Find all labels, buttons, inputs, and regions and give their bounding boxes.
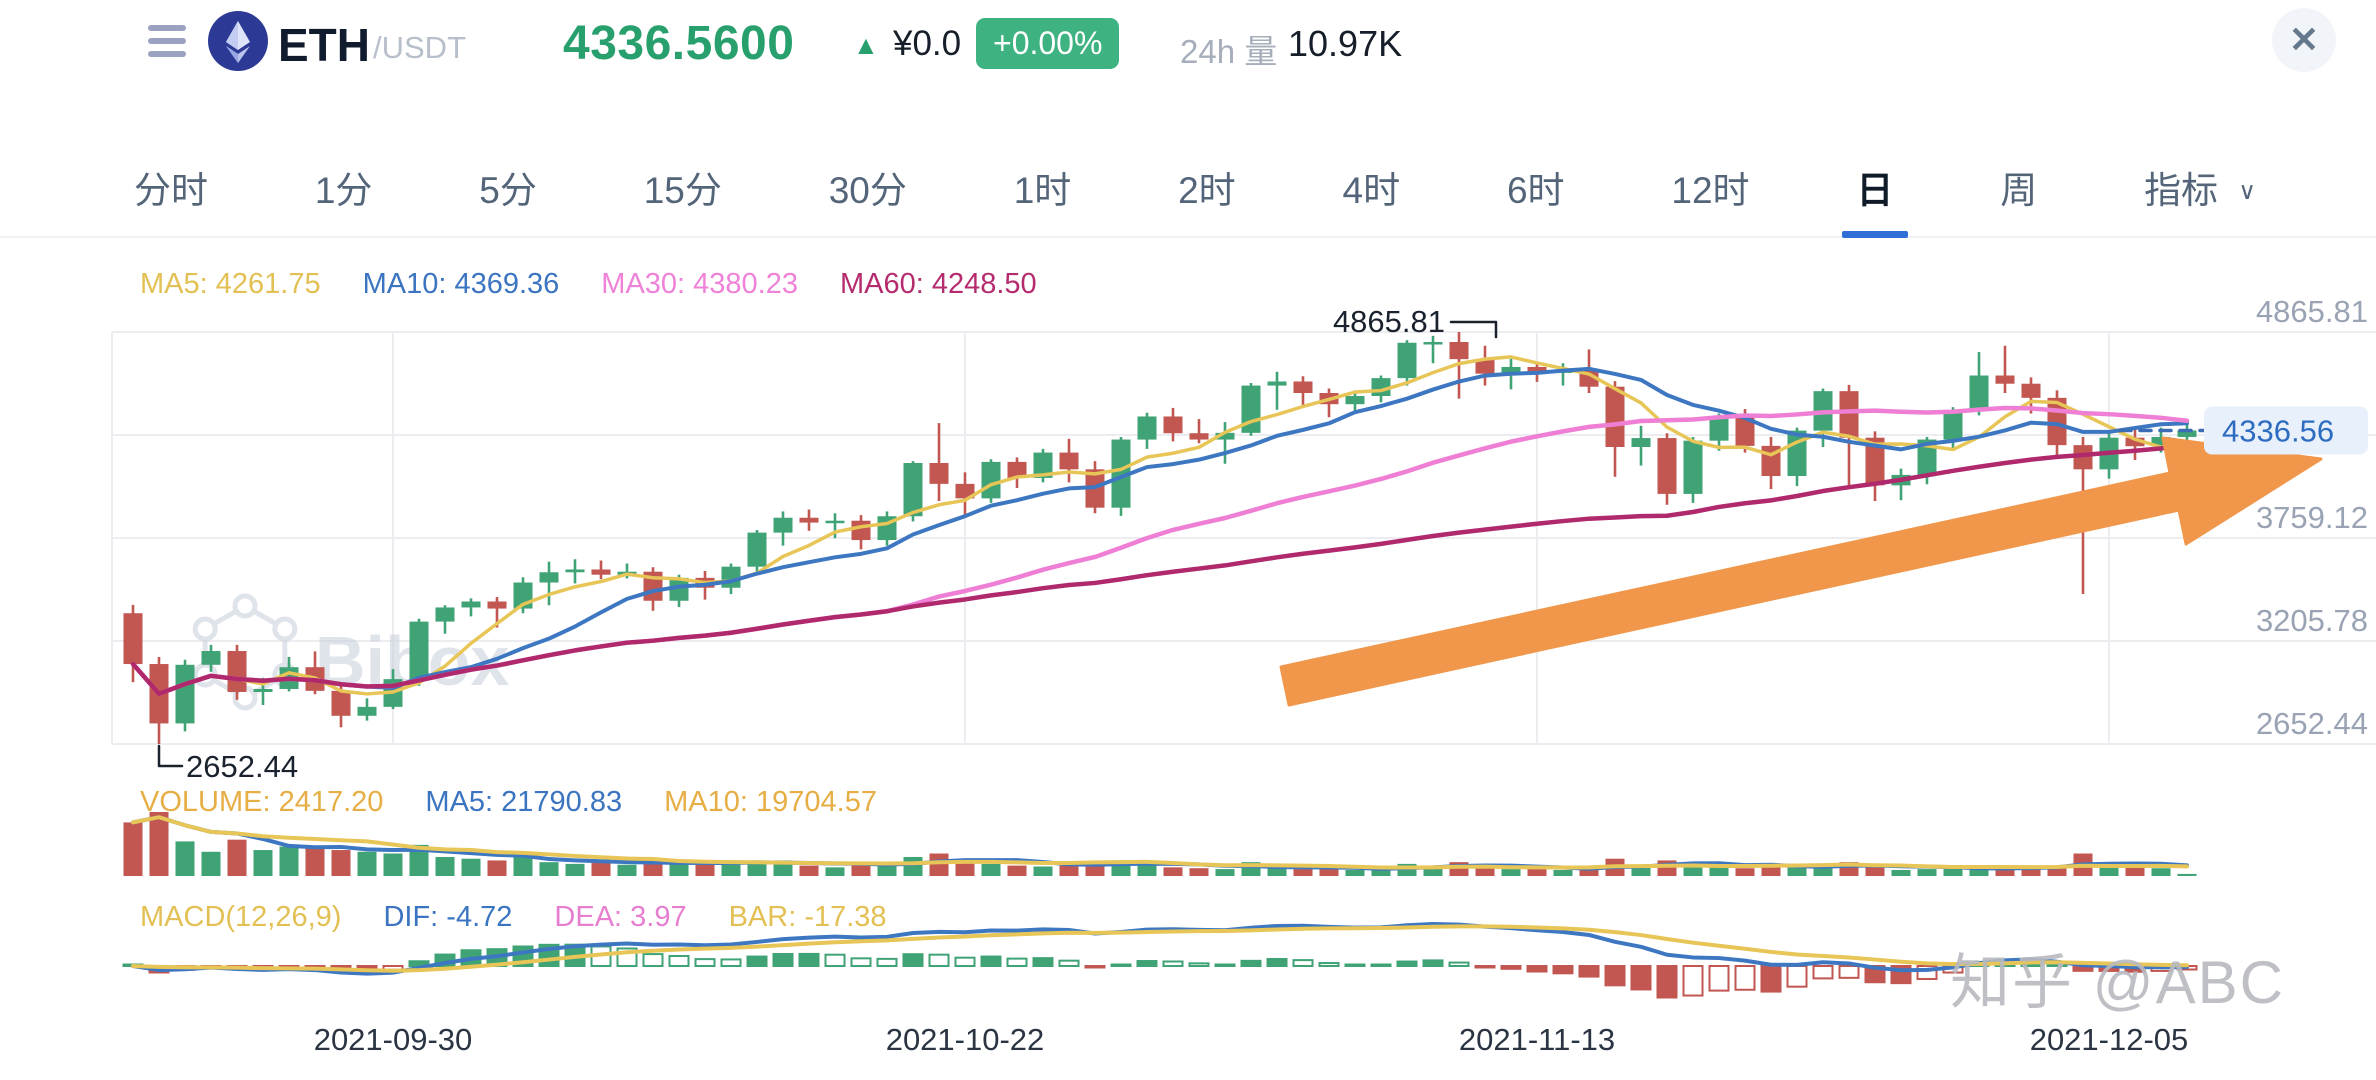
current-price-tag: 4336.56 xyxy=(2222,414,2334,449)
price-annotation: 4865.81 xyxy=(1333,304,1445,339)
volume-24h-label: 24h 量 xyxy=(1180,33,1278,70)
close-button[interactable]: ✕ xyxy=(2272,8,2336,72)
quote-pair: /USDT xyxy=(373,30,466,65)
tab-2时[interactable]: 2时 xyxy=(1178,170,1236,211)
change-percent-badge: +0.00% xyxy=(976,18,1120,69)
tab-分时[interactable]: 分时 xyxy=(134,170,208,211)
macd-readout: DEA: 3.97 xyxy=(554,901,687,933)
symbol-name: ETH xyxy=(278,19,370,71)
x-axis-date: 2021-10-22 xyxy=(886,1022,1045,1057)
close-icon: ✕ xyxy=(2288,19,2320,60)
eth-logo-icon xyxy=(208,11,268,71)
tab-5分[interactable]: 5分 xyxy=(479,170,537,211)
macd-readout: BAR: -17.38 xyxy=(728,901,887,933)
timeframe-tabbar: 分时 1分 5分 15分 30分 1时 2时 4时 6时 12时 日 周 指标 ∨ xyxy=(0,148,2376,238)
x-axis-date: 2021-09-30 xyxy=(314,1022,473,1057)
ma-readout-row: MA5: 4261.75 MA10: 4369.36 MA30: 4380.23 MA… xyxy=(140,268,1037,301)
y-axis-label: 4865.81 xyxy=(2256,294,2368,329)
price-up-arrow-icon: ▲ xyxy=(853,30,879,60)
y-axis-label: 2652.44 xyxy=(2256,706,2368,741)
macd-readout: DIF: -4.72 xyxy=(383,901,513,933)
indicator-menu[interactable]: 指标 ∨ xyxy=(2144,170,2256,211)
tab-12时[interactable]: 12时 xyxy=(1671,170,1750,211)
price-change-value: ¥0.0 xyxy=(893,24,962,63)
tab-1分[interactable]: 1分 xyxy=(314,170,373,211)
macd-readout-row: MACD(12,26,9) DIF: -4.72 DEA: 3.97 BAR: -17… xyxy=(140,901,887,934)
price-annotation: 2652.44 xyxy=(186,749,298,784)
volume-24h-value: 10.97K xyxy=(1288,23,1403,64)
tab-6时[interactable]: 6时 xyxy=(1506,170,1565,211)
tab-30分[interactable]: 30分 xyxy=(828,170,907,211)
ma-readout: MA10: 4369.36 xyxy=(362,268,560,300)
header-bar: ETH /USDT 4336.5600 ▲ ¥0.0 +0.00% 24h 量 … xyxy=(0,0,2376,82)
y-axis-label: 3759.12 xyxy=(2256,500,2368,535)
x-axis-date: 2021-11-13 xyxy=(1459,1022,1615,1057)
tab-1时[interactable]: 1时 xyxy=(1013,170,1072,211)
x-axis-date: 2021-12-05 xyxy=(2030,1022,2189,1057)
volume-readout: MA5: 21790.83 xyxy=(425,786,623,818)
tab-日[interactable]: 日 xyxy=(1854,148,1895,238)
credit-watermark: 知乎 @ABC xyxy=(1950,949,2285,1016)
tab-4时[interactable]: 4时 xyxy=(1342,170,1401,211)
tab-周[interactable]: 周 xyxy=(2000,170,2038,211)
macd-readout: MACD(12,26,9) xyxy=(140,901,342,933)
ma-readout: MA5: 4261.75 xyxy=(140,268,321,300)
y-axis-label: 3205.78 xyxy=(2256,603,2368,638)
volume-readout: MA10: 19704.57 xyxy=(664,786,877,818)
volume-readout: VOLUME: 2417.20 xyxy=(140,786,384,818)
chevron-down-icon: ∨ xyxy=(2238,178,2256,205)
menu-icon[interactable] xyxy=(148,25,186,57)
volume-readout-row: VOLUME: 2417.20 MA5: 21790.83 MA10: 19704.… xyxy=(140,786,877,819)
ma-readout: MA60: 4248.50 xyxy=(839,268,1037,300)
ma-readout: MA30: 4380.23 xyxy=(601,268,798,300)
tab-15分[interactable]: 15分 xyxy=(643,170,722,211)
last-price: 4336.5600 xyxy=(563,17,795,70)
